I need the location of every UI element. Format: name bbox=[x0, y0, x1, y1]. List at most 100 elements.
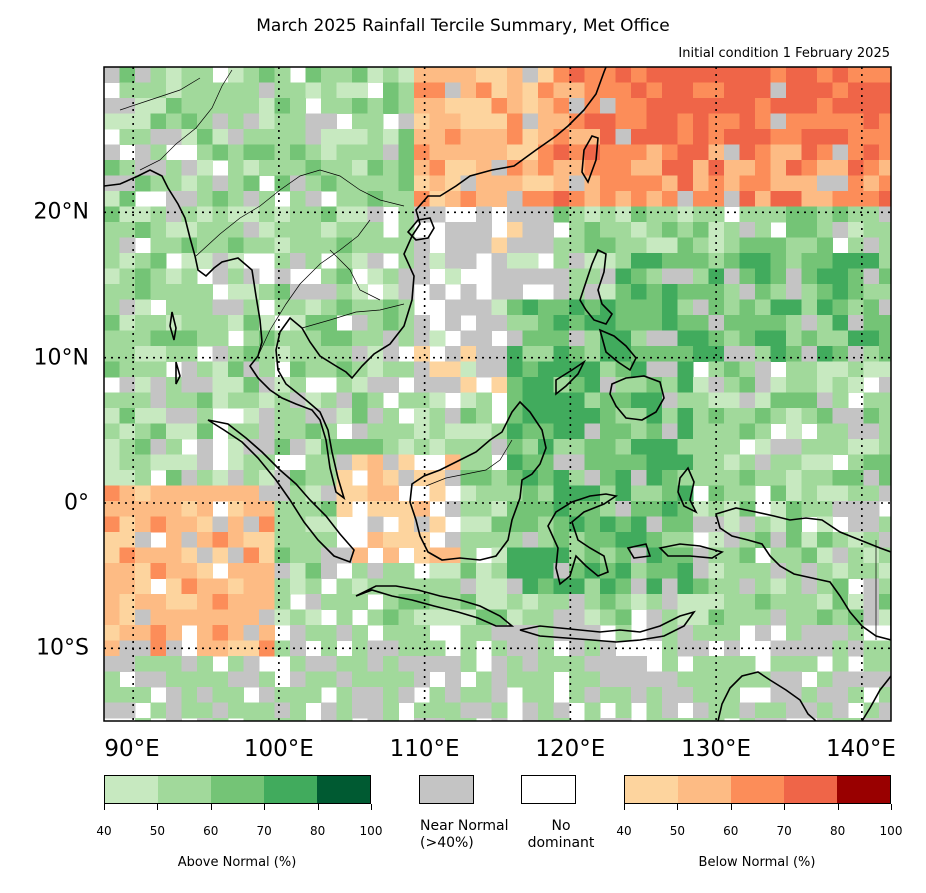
tercile-cell bbox=[429, 206, 446, 223]
tercile-cell bbox=[584, 485, 601, 502]
tercile-cell bbox=[755, 516, 771, 533]
tercile-cell bbox=[770, 206, 787, 223]
tercile-cell bbox=[724, 625, 740, 641]
tercile-cell bbox=[228, 299, 244, 316]
tercile-cell bbox=[414, 113, 430, 130]
tercile-cell bbox=[181, 454, 198, 471]
tercile-cell bbox=[600, 594, 616, 610]
tercile-cell bbox=[662, 656, 678, 672]
tercile-cell bbox=[600, 423, 616, 440]
tercile-cell bbox=[724, 640, 740, 657]
tercile-cell bbox=[848, 284, 864, 300]
tercile-cell bbox=[584, 315, 601, 331]
tercile-cell bbox=[848, 361, 864, 378]
tercile-cell bbox=[770, 82, 787, 99]
tercile-cell bbox=[817, 702, 833, 719]
tercile-cell bbox=[228, 222, 244, 238]
tercile-cell bbox=[104, 361, 120, 378]
tercile-cell bbox=[677, 82, 694, 99]
tercile-cell bbox=[507, 423, 523, 440]
tercile-cell bbox=[677, 268, 694, 285]
tercile-cell bbox=[290, 423, 306, 440]
tercile-cell bbox=[181, 98, 198, 114]
tercile-cell bbox=[724, 82, 740, 99]
tercile-cell bbox=[693, 547, 709, 564]
tercile-cell bbox=[383, 82, 399, 99]
colorbar-segment bbox=[264, 776, 317, 803]
tercile-cell bbox=[429, 516, 446, 533]
tercile-cell bbox=[445, 98, 461, 114]
tercile-cell bbox=[646, 67, 663, 83]
tercile-cell bbox=[770, 392, 787, 409]
tercile-cell bbox=[662, 501, 678, 517]
tercile-cell bbox=[770, 640, 787, 657]
tercile-cell bbox=[398, 687, 415, 703]
tercile-cell bbox=[739, 423, 756, 440]
tercile-cell bbox=[491, 547, 508, 564]
gridlines bbox=[104, 67, 891, 721]
tercile-cell bbox=[290, 98, 306, 114]
tercile-cell bbox=[104, 113, 120, 130]
tercile-cell bbox=[739, 160, 756, 176]
tercile-cell bbox=[398, 392, 415, 409]
tercile-cell bbox=[708, 377, 725, 393]
tercile-cell bbox=[150, 408, 167, 424]
tercile-cell bbox=[476, 702, 492, 719]
tercile-cell bbox=[569, 470, 585, 486]
tercile-cell bbox=[305, 423, 322, 440]
tercile-cell bbox=[228, 563, 244, 579]
tercile-cell bbox=[429, 253, 446, 269]
tercile-cell bbox=[693, 237, 709, 254]
tercile-cell bbox=[367, 408, 384, 424]
tercile-cell bbox=[476, 98, 492, 114]
tercile-cell bbox=[150, 454, 167, 471]
tercile-cell bbox=[646, 160, 663, 176]
tercile-cell bbox=[305, 578, 322, 595]
tercile-cell bbox=[491, 656, 508, 672]
tercile-cell bbox=[259, 532, 275, 548]
tercile-cell bbox=[584, 594, 601, 610]
tercile-cell bbox=[460, 501, 477, 517]
tercile-cell bbox=[150, 346, 167, 362]
tercile-cell bbox=[600, 206, 616, 223]
tercile-cell bbox=[755, 206, 771, 223]
no-dominant-swatch bbox=[521, 775, 576, 804]
tercile-cell bbox=[398, 191, 415, 207]
tercile-cell bbox=[259, 284, 275, 300]
tercile-cell bbox=[290, 175, 306, 192]
tercile-cell bbox=[460, 253, 477, 269]
tercile-cell bbox=[290, 408, 306, 424]
tercile-cell bbox=[336, 222, 353, 238]
tercile-cell bbox=[553, 237, 570, 254]
tercile-cell bbox=[398, 625, 415, 641]
tercile-cell bbox=[243, 702, 260, 719]
tercile-cell bbox=[786, 253, 802, 269]
tercile-cell bbox=[228, 439, 244, 455]
tercile-cell bbox=[104, 408, 120, 424]
tercile-cell bbox=[352, 563, 368, 579]
tercile-cell bbox=[352, 98, 368, 114]
tercile-cell bbox=[693, 392, 709, 409]
tercile-cell bbox=[662, 532, 678, 548]
tercile-cell bbox=[770, 439, 787, 455]
tercile-cell bbox=[321, 206, 337, 223]
tercile-cell bbox=[708, 191, 725, 207]
tercile-cell bbox=[879, 439, 891, 455]
tercile-cell bbox=[352, 485, 368, 502]
tercile-cell bbox=[538, 656, 554, 672]
tercile-cell bbox=[321, 268, 337, 285]
tercile-cell bbox=[414, 501, 430, 517]
tercile-cell bbox=[305, 594, 322, 610]
tercile-cell bbox=[367, 454, 384, 471]
tercile-cell bbox=[770, 547, 787, 564]
tercile-cell bbox=[398, 268, 415, 285]
tercile-cell bbox=[460, 67, 477, 83]
tercile-cell bbox=[150, 268, 167, 285]
tercile-cell bbox=[460, 191, 477, 207]
tercile-cell bbox=[321, 718, 337, 721]
tercile-cell bbox=[429, 392, 446, 409]
tercile-cell bbox=[569, 547, 585, 564]
tercile-cell bbox=[352, 129, 368, 145]
tercile-cell bbox=[724, 315, 740, 331]
tercile-cell bbox=[848, 687, 864, 703]
